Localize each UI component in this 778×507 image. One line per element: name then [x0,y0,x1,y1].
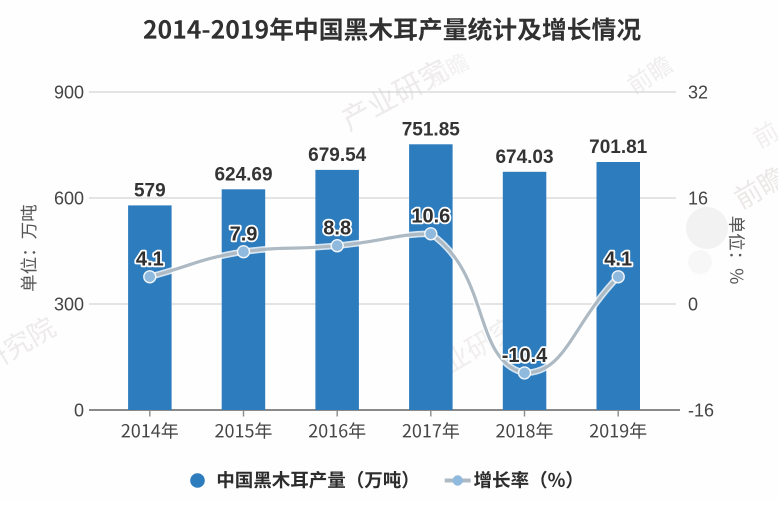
svg-text:300: 300 [54,294,84,314]
svg-text:701.81: 701.81 [589,137,648,158]
svg-text:0: 0 [688,294,698,314]
svg-text:0: 0 [74,400,84,420]
svg-text:674.03: 674.03 [495,147,553,168]
svg-text:624.69: 624.69 [214,164,272,185]
svg-text:-16: -16 [688,400,714,420]
svg-text:8.8: 8.8 [323,218,351,240]
svg-text:-10.4: -10.4 [502,345,548,367]
svg-text:900: 900 [54,82,84,102]
svg-text:751.85: 751.85 [402,119,461,140]
svg-text:679.54: 679.54 [308,145,367,166]
svg-text:579: 579 [134,181,166,202]
svg-text:4.1: 4.1 [136,249,164,271]
svg-text:7.9: 7.9 [230,224,258,246]
svg-text:16: 16 [688,188,708,208]
svg-text:600: 600 [54,188,84,208]
svg-text:32: 32 [688,82,708,102]
svg-text:10.6: 10.6 [411,206,450,228]
svg-text:4.1: 4.1 [604,249,632,271]
